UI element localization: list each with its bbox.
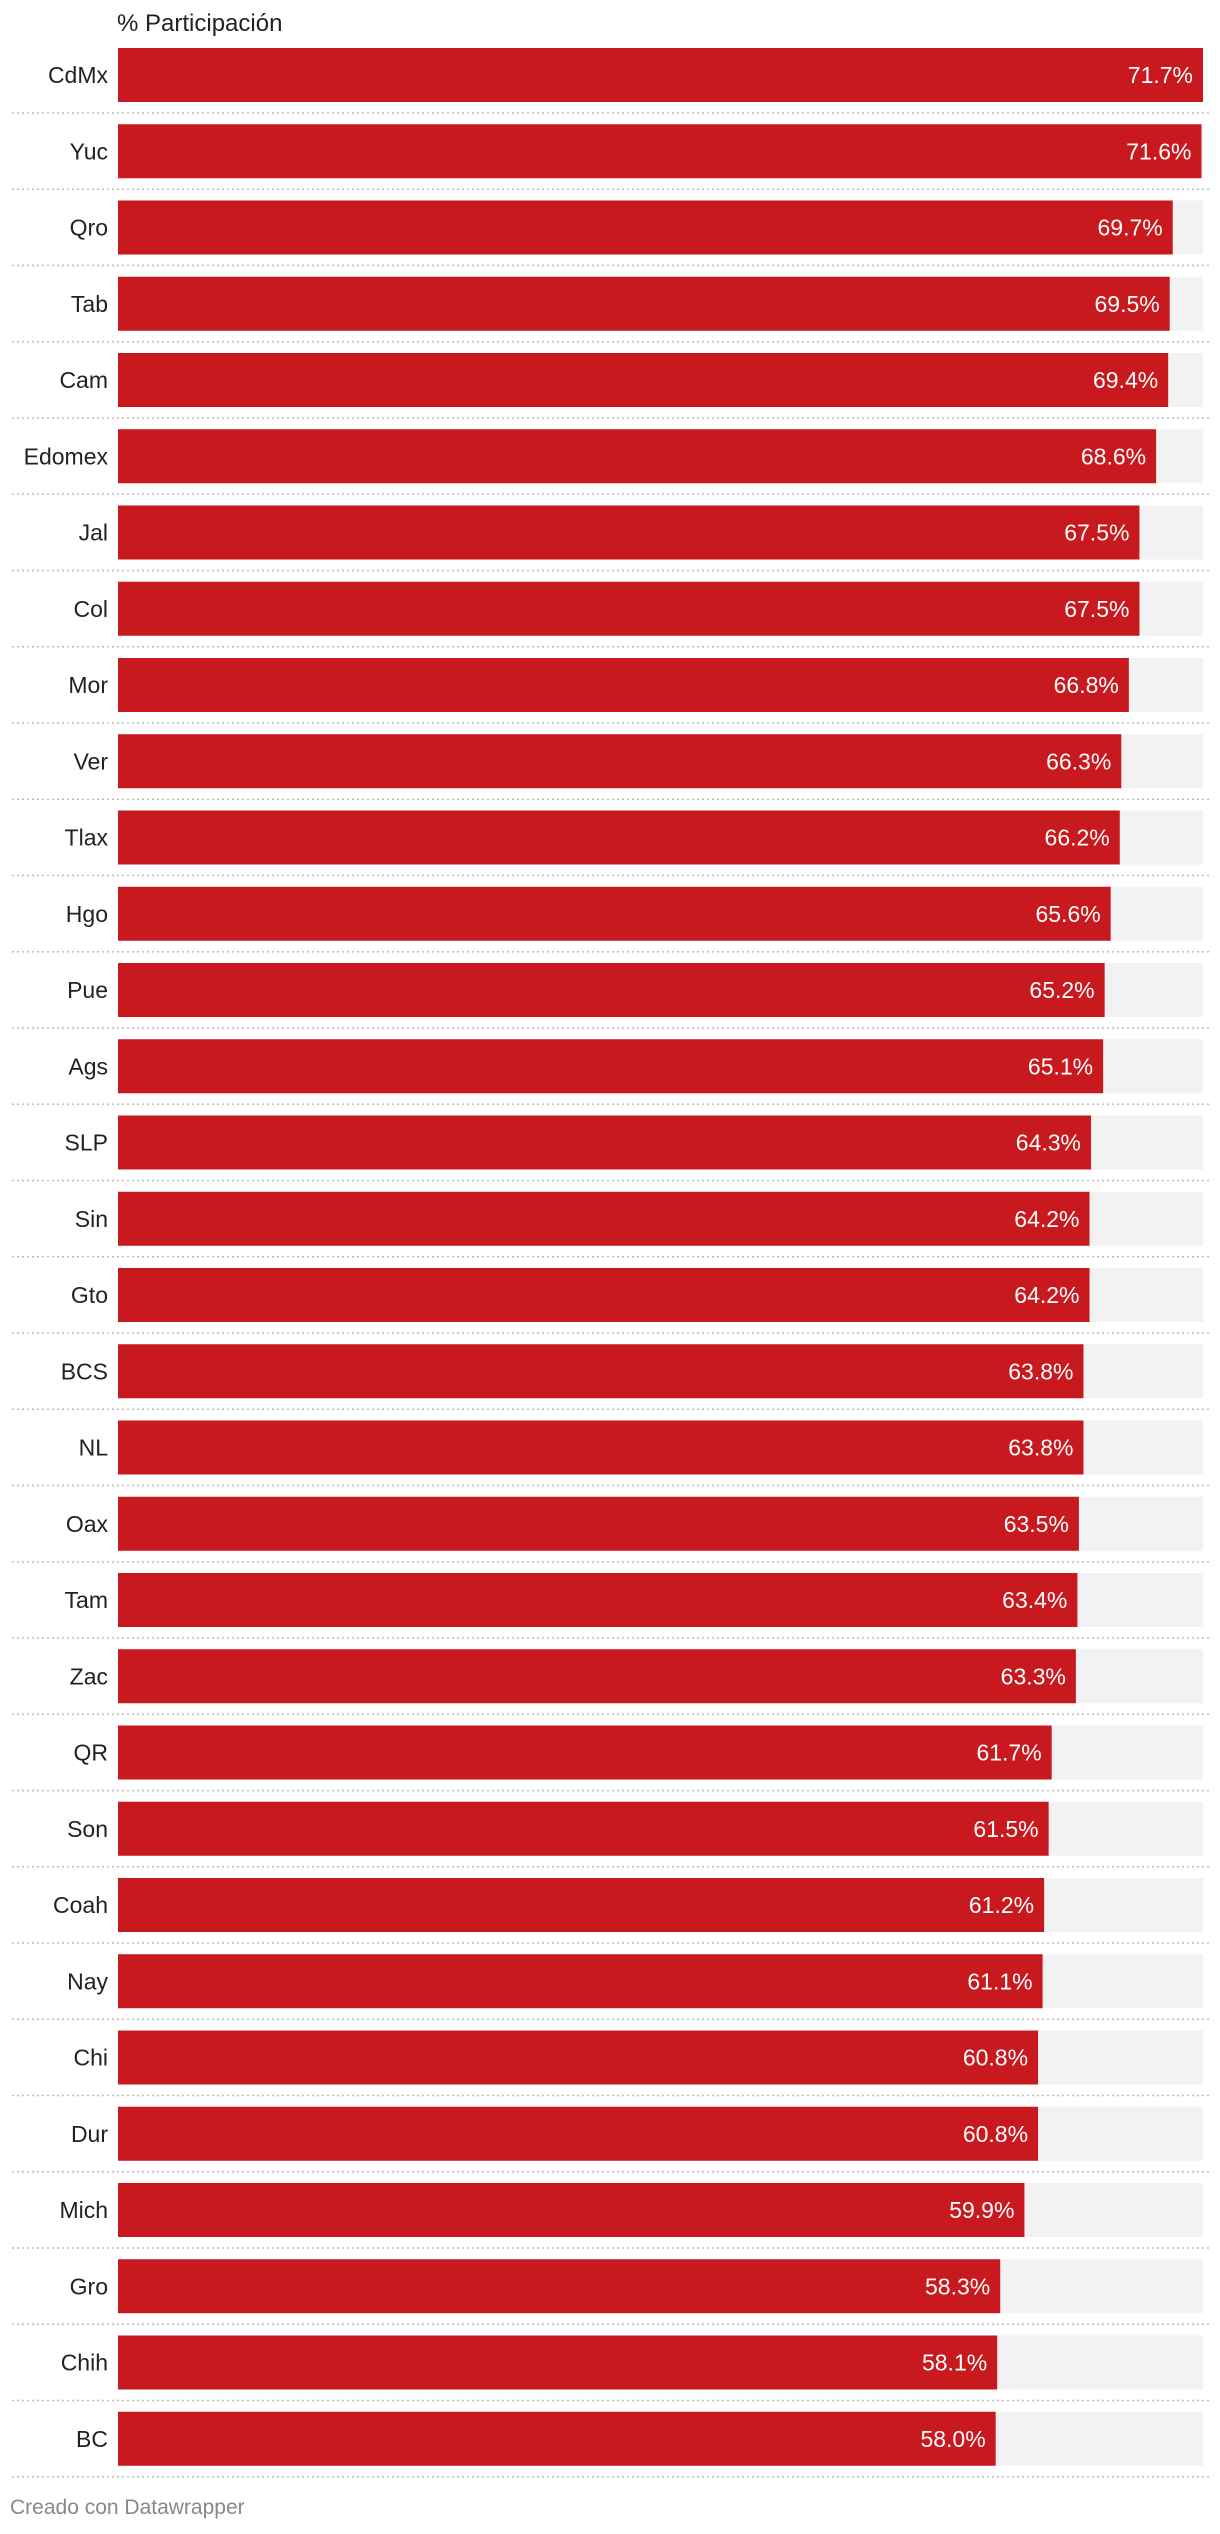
bar: [118, 1649, 1076, 1704]
value-label: 65.2%: [1029, 977, 1094, 1003]
bar: [118, 2259, 1001, 2314]
bar: [118, 658, 1129, 712]
value-label: 59.9%: [949, 2197, 1014, 2223]
category-label: QR: [74, 1740, 109, 1766]
bar: [118, 1573, 1078, 1627]
bar: [118, 1039, 1104, 1094]
category-label: Mich: [59, 2197, 108, 2223]
category-label: Sin: [75, 1206, 108, 1232]
value-label: 64.2%: [1014, 1282, 1079, 1308]
bar: [118, 1268, 1090, 1322]
value-label: 63.5%: [1004, 1511, 1069, 1537]
value-label: 69.4%: [1093, 367, 1158, 393]
value-label: 58.1%: [922, 2350, 987, 2376]
bar: [118, 581, 1140, 636]
value-label: 61.5%: [973, 1816, 1038, 1842]
value-label: 66.2%: [1045, 825, 1110, 851]
bar: [118, 963, 1105, 1017]
value-label: 64.2%: [1014, 1206, 1079, 1232]
category-label: Edomex: [24, 443, 109, 469]
value-label: 63.8%: [1008, 1358, 1073, 1384]
category-label: Gto: [71, 1282, 108, 1308]
value-label: 58.0%: [920, 2426, 985, 2452]
value-label: 61.1%: [967, 1968, 1032, 1994]
category-label: Tab: [71, 291, 108, 317]
bar: [118, 1725, 1052, 1780]
category-label: Zac: [70, 1663, 108, 1689]
bar: [118, 2183, 1025, 2237]
bar: [118, 734, 1122, 789]
category-label: SLP: [65, 1130, 108, 1156]
value-label: 67.5%: [1064, 596, 1129, 622]
value-label: 71.6%: [1126, 138, 1191, 164]
bar: [118, 124, 1202, 179]
bar: [118, 353, 1169, 407]
category-label: Gro: [70, 2273, 108, 2299]
category-label: Ags: [68, 1053, 108, 1079]
bar: [118, 48, 1203, 102]
value-label: 63.4%: [1002, 1587, 1067, 1613]
value-label: 61.2%: [969, 1892, 1034, 1918]
category-label: Tlax: [65, 825, 109, 851]
category-label: CdMx: [48, 62, 109, 88]
category-label: Son: [67, 1816, 108, 1842]
value-label: 64.3%: [1016, 1130, 1081, 1156]
bar: [118, 276, 1170, 331]
bar: [118, 1954, 1043, 2009]
bar: [118, 2106, 1039, 2161]
category-label: Tam: [65, 1587, 108, 1613]
category-label: Hgo: [66, 901, 108, 927]
bar: [118, 810, 1120, 865]
value-label: 61.7%: [976, 1740, 1041, 1766]
bar: [118, 200, 1173, 255]
value-label: 69.5%: [1094, 291, 1159, 317]
category-label: Pue: [67, 977, 108, 1003]
value-label: 68.6%: [1081, 443, 1146, 469]
value-label: 65.1%: [1028, 1053, 1093, 1079]
column-header: % Participación: [117, 10, 283, 37]
value-label: 69.7%: [1098, 215, 1163, 241]
value-label: 65.6%: [1035, 901, 1100, 927]
bar: [118, 2411, 996, 2466]
category-label: Nay: [67, 1968, 108, 1994]
value-label: 63.8%: [1008, 1435, 1073, 1461]
category-label: Dur: [71, 2121, 108, 2147]
category-label: BCS: [61, 1358, 108, 1384]
value-label: 58.3%: [925, 2273, 990, 2299]
value-label: 60.8%: [963, 2045, 1028, 2071]
category-label: BC: [76, 2426, 108, 2452]
bar: [118, 1878, 1045, 1932]
category-label: Coah: [53, 1892, 108, 1918]
bar: [118, 505, 1140, 560]
category-label: Yuc: [70, 138, 108, 164]
value-label: 71.7%: [1128, 62, 1193, 88]
category-label: NL: [79, 1435, 109, 1461]
category-label: Col: [73, 596, 108, 622]
bar: [118, 1191, 1090, 1246]
bar: [118, 886, 1111, 941]
category-label: Mor: [68, 672, 108, 698]
bar: [118, 429, 1157, 484]
bar: [118, 2335, 998, 2390]
value-label: 60.8%: [963, 2121, 1028, 2147]
category-label: Ver: [73, 748, 108, 774]
category-label: Chih: [61, 2350, 108, 2376]
bar: [118, 2030, 1039, 2085]
bar: [118, 1496, 1079, 1551]
value-label: 66.3%: [1046, 748, 1111, 774]
bar: [118, 1420, 1084, 1475]
datawrapper-credit[interactable]: Creado con Datawrapper: [10, 2496, 245, 2519]
value-label: 66.8%: [1054, 672, 1119, 698]
category-label: Cam: [59, 367, 108, 393]
category-label: Oax: [66, 1511, 109, 1537]
value-label: 63.3%: [1001, 1663, 1066, 1689]
value-label: 67.5%: [1064, 520, 1129, 546]
bar: [118, 1801, 1049, 1856]
bar: [118, 1344, 1084, 1399]
category-label: Jal: [79, 520, 108, 546]
category-label: Qro: [70, 215, 108, 241]
bar: [118, 1115, 1092, 1170]
category-label: Chi: [73, 2045, 108, 2071]
